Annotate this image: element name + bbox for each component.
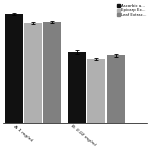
Bar	[68, 52, 86, 123]
Bar	[5, 14, 23, 123]
Bar	[24, 23, 42, 123]
Bar	[107, 55, 124, 123]
Legend: Ascorbic a..., Epicarp Ex..., Leaf Extrac...: Ascorbic a..., Epicarp Ex..., Leaf Extra…	[116, 3, 147, 17]
Bar	[43, 22, 61, 123]
Bar	[87, 59, 105, 123]
